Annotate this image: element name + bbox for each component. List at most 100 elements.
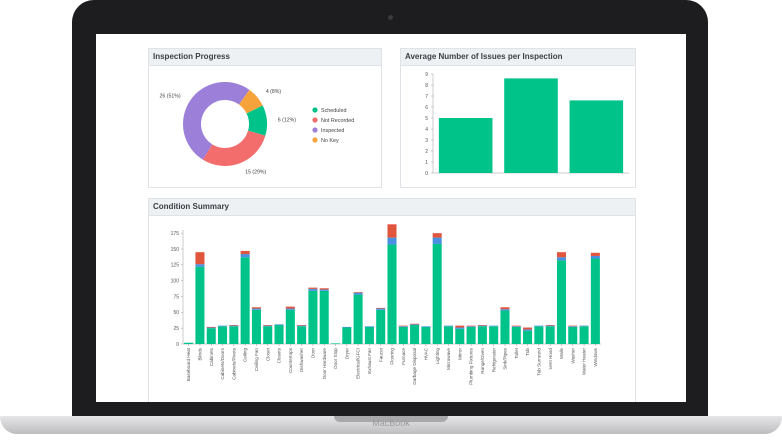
- bar-segment: [353, 292, 363, 293]
- bar-segment: [297, 325, 307, 326]
- bar-segment: [251, 308, 261, 310]
- y-tick-label: 25: [173, 326, 179, 332]
- bar-segment: [263, 325, 273, 327]
- bar-segment: [500, 309, 510, 311]
- bar-segment: [432, 233, 442, 238]
- x-tick-label: Vent Hood: [548, 348, 553, 370]
- bar-segment: [556, 257, 566, 261]
- bar: [438, 118, 493, 173]
- x-tick-label: Refrigerator: [491, 348, 496, 373]
- x-tick-label: Flooring: [390, 348, 395, 365]
- laptop-notch: [334, 416, 448, 422]
- bar-segment: [206, 328, 216, 344]
- bar-segment: [568, 326, 578, 344]
- donut-slice: [246, 105, 267, 136]
- slice-label: 26 (51%): [160, 94, 181, 100]
- x-tick-label: HVAC: [423, 347, 428, 360]
- bar-segment: [376, 309, 386, 344]
- bar-segment: [206, 326, 216, 328]
- bar-segment: [410, 323, 420, 325]
- bar: [569, 100, 624, 173]
- bar-segment: [590, 255, 600, 259]
- bar-segment: [398, 326, 408, 344]
- x-tick-label: Range/Oven: [480, 348, 485, 374]
- x-tick-label: Sink/Pipes: [503, 347, 508, 369]
- bar-segment: [308, 288, 318, 291]
- x-tick-label: Microwave: [446, 348, 451, 370]
- bar-segment: [308, 290, 318, 344]
- x-tick-label: Countertops: [288, 347, 293, 373]
- bar-segment: [195, 252, 205, 265]
- bar-segment: [511, 326, 521, 327]
- x-tick-label: Furnace: [401, 348, 406, 365]
- bar-segment: [511, 325, 521, 327]
- bar-segment: [477, 325, 487, 327]
- y-tick-label: 1: [425, 160, 428, 166]
- bar-segment: [500, 307, 510, 310]
- bar-segment: [195, 264, 205, 267]
- x-tick-label: Closets: [277, 347, 282, 363]
- bar-segment: [319, 290, 329, 344]
- donut-slice: [202, 130, 266, 166]
- bar-segment: [455, 328, 465, 344]
- bar: [504, 78, 558, 173]
- x-tick-label: Baseboard Heat: [186, 347, 191, 381]
- bar-segment: [195, 266, 205, 344]
- panel-title: Average Number of Issues per Inspection: [401, 49, 635, 66]
- bar-segment: [319, 289, 329, 291]
- bar-segment: [398, 325, 408, 327]
- bar-segment: [410, 324, 420, 325]
- x-tick-label: Door Hardware: [322, 348, 327, 380]
- bar-segment: [466, 326, 476, 327]
- bar-segment: [229, 326, 239, 344]
- bar-segment: [240, 250, 250, 255]
- x-tick-label: Dishwasher: [299, 348, 304, 372]
- bar-segment: [455, 325, 465, 328]
- x-tick-label: Water Heater: [582, 348, 587, 376]
- x-tick-label: Exhaust Fan: [367, 348, 372, 374]
- x-tick-label: Door Stop: [333, 348, 338, 369]
- y-tick-label: 2: [425, 149, 428, 155]
- y-tick-label: 125: [171, 263, 180, 269]
- bar-segment: [251, 307, 261, 309]
- bar-segment: [308, 287, 318, 289]
- bar-segment: [240, 254, 250, 258]
- bar-segment: [342, 326, 352, 328]
- bar-segment: [590, 252, 600, 256]
- average-issues-panel: Average Number of Issues per Inspection …: [400, 48, 636, 188]
- bar-segment: [534, 325, 544, 327]
- x-tick-label: Electrical/GFCI: [356, 348, 361, 379]
- bar-segment: [443, 325, 454, 327]
- bar-segment: [297, 326, 307, 344]
- inspection-progress-chart: 6 (12%) 15 (29%) 26 (51%) 4 (8%) Scheduled No…: [160, 81, 354, 176]
- bar-segment: [579, 325, 589, 327]
- legend-label: No Key: [321, 138, 339, 144]
- x-tick-label: Walls: [559, 347, 564, 359]
- bar-segment: [285, 309, 295, 344]
- x-tick-label: Ceiling Fan: [254, 348, 259, 372]
- y-tick-label: 4: [425, 127, 428, 133]
- bar-segment: [376, 308, 386, 310]
- bar-segment: [556, 252, 566, 258]
- bar-segment: [489, 326, 499, 344]
- bar-segment: [545, 325, 555, 327]
- y-tick-label: 7: [425, 94, 428, 100]
- x-tick-label: Ceiling: [243, 348, 248, 362]
- bar-segment: [240, 257, 250, 344]
- bar-segment: [206, 327, 216, 329]
- inspection-progress-panel: Inspection Progress 6 (12%) 15 (29%) 26 (5…: [148, 48, 382, 188]
- y-tick-label: 175: [171, 231, 180, 237]
- bar-segment: [364, 326, 374, 344]
- bar-segment: [342, 327, 352, 344]
- camera-icon: [388, 15, 393, 20]
- x-tick-label: Tub Surround: [536, 348, 541, 376]
- y-tick-label: 100: [171, 278, 180, 284]
- y-tick-label: 5: [425, 116, 428, 122]
- legend-label: Inspected: [321, 128, 344, 134]
- legend-marker: [312, 127, 318, 133]
- x-tick-label: Plumbing Fixtures: [469, 347, 474, 384]
- y-tick-label: 0: [425, 171, 428, 177]
- bar-segment: [421, 326, 431, 344]
- bar-segment: [545, 326, 555, 344]
- bar-segment: [432, 243, 442, 344]
